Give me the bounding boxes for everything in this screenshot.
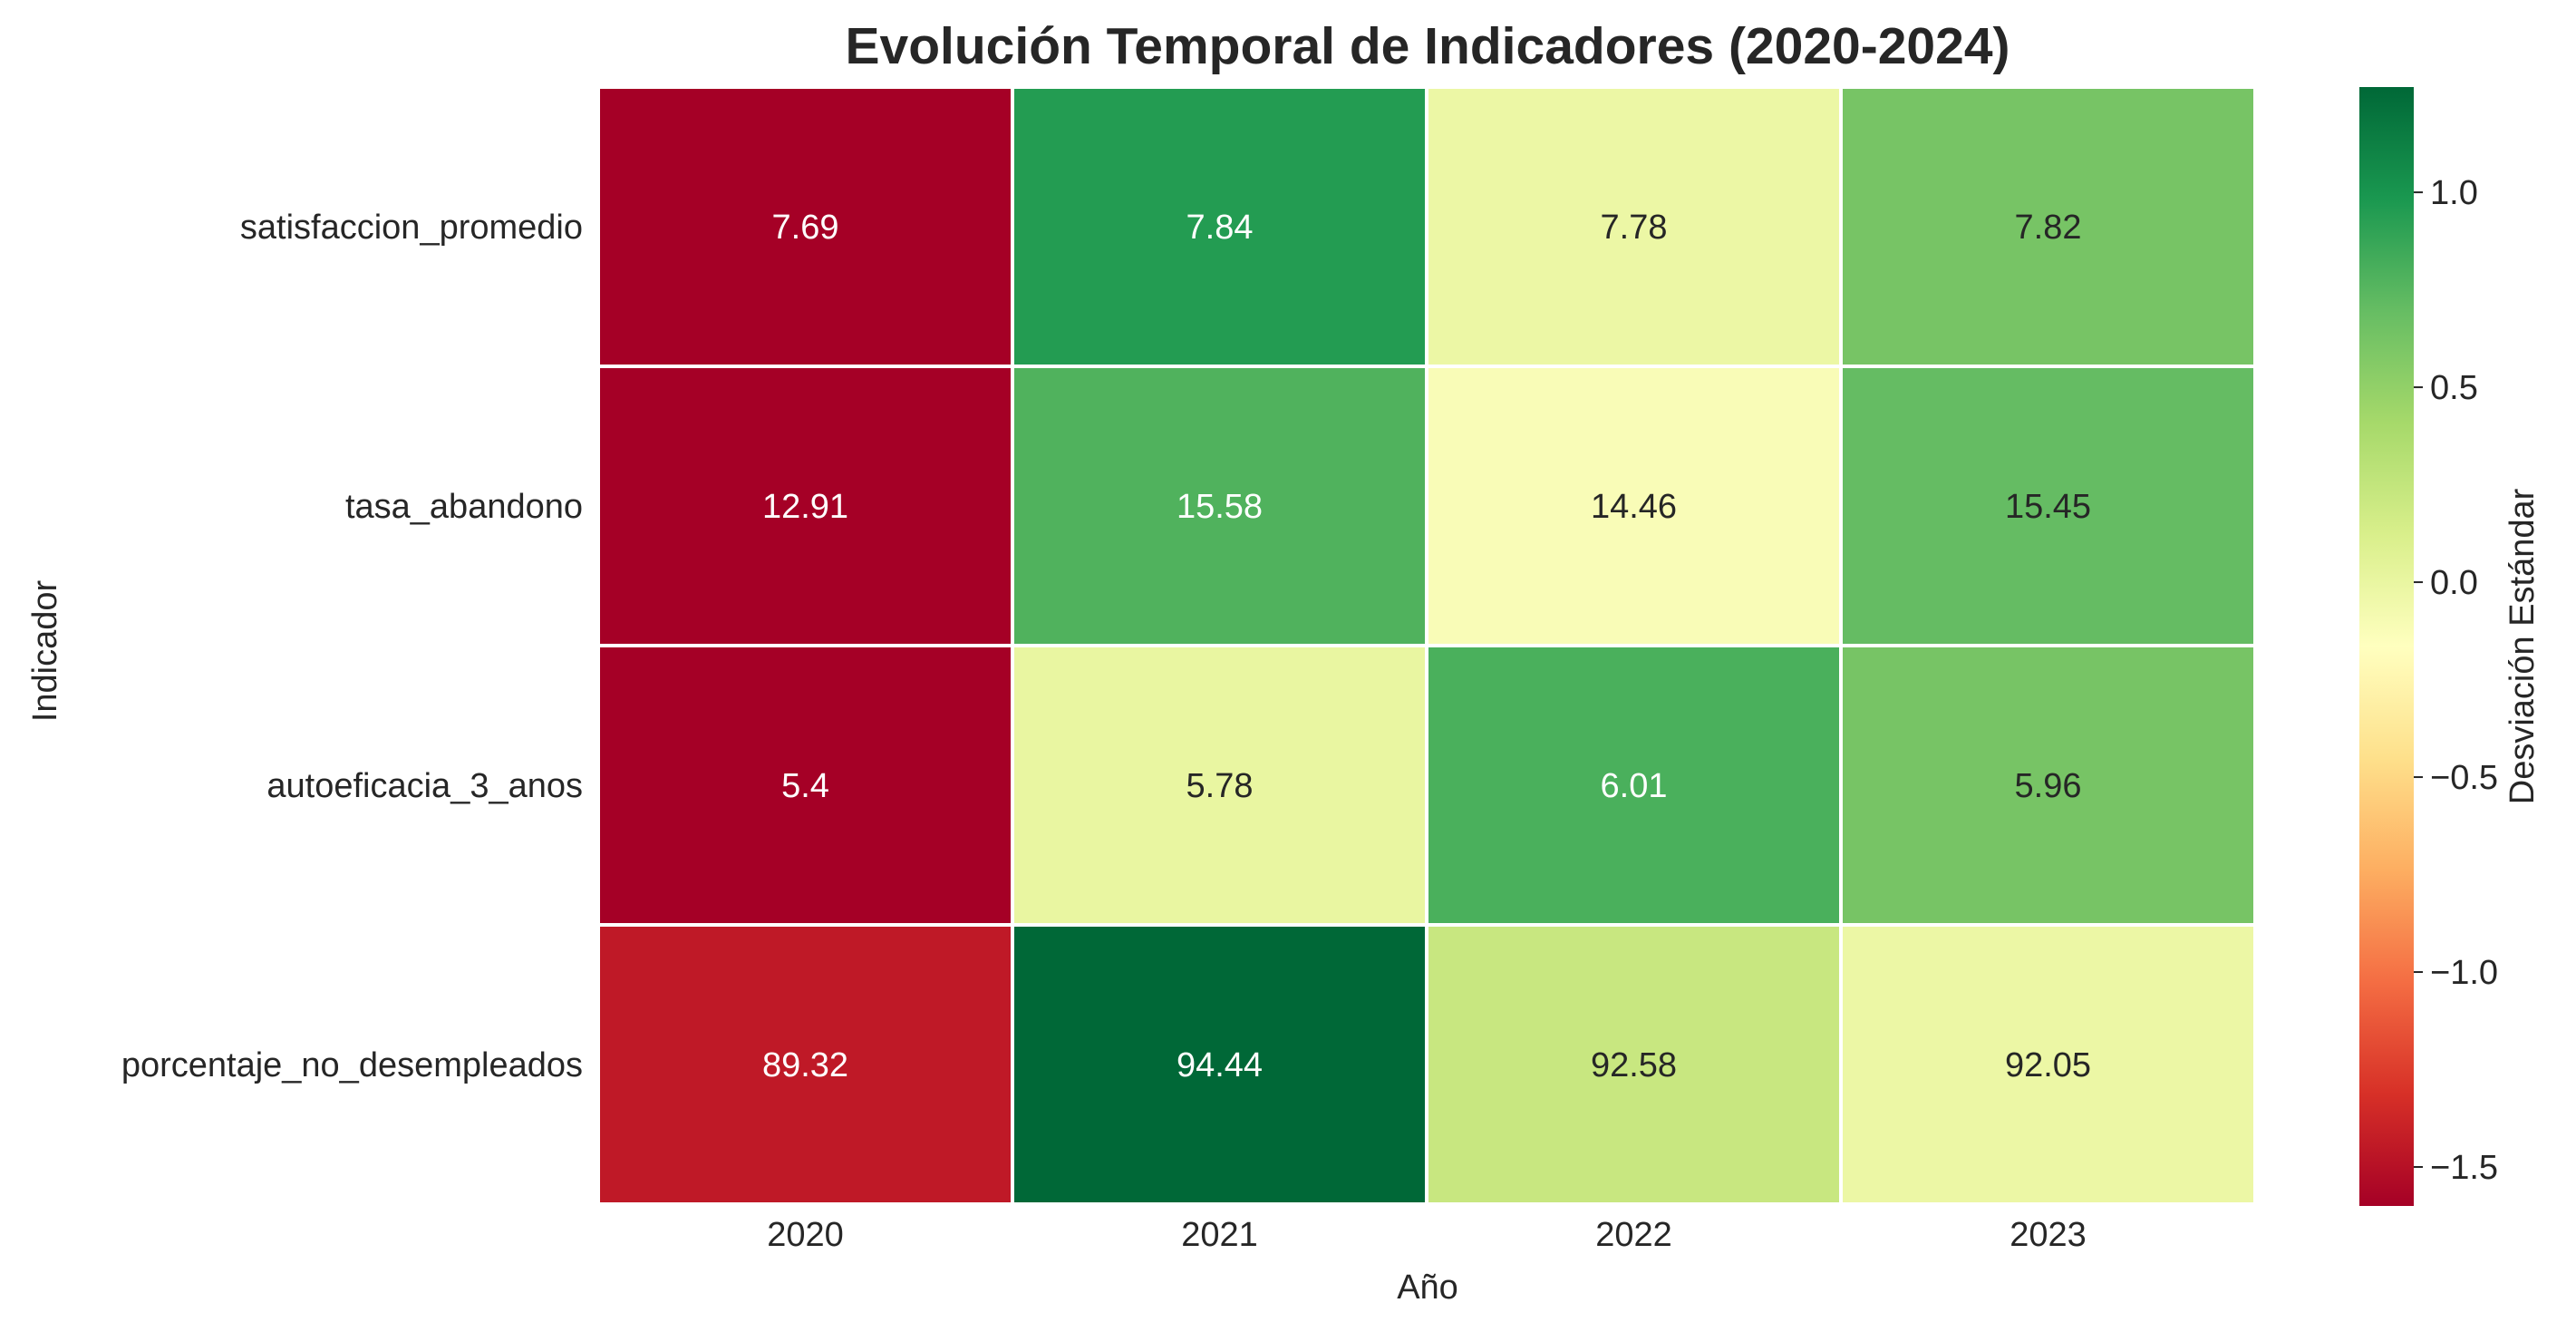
colorbar-ticks: −1.5 −1.0 −0.5 0.0 0.5 1.0 — [2414, 174, 2498, 1187]
cell-annotation: 92.58 — [1591, 1046, 1677, 1084]
colorbar-tick-label: 1.0 — [2430, 174, 2478, 212]
cell-annotation: 7.84 — [1186, 209, 1254, 247]
cell-annotation: 7.69 — [772, 209, 839, 247]
heatmap-cell — [1011, 923, 1428, 1206]
colorbar-tick-label: −1.5 — [2430, 1149, 2498, 1187]
cell-annotation: 5.96 — [2015, 767, 2082, 805]
y-axis-label: Indicador — [26, 579, 64, 722]
heatmap-cell — [1011, 365, 1428, 647]
heatmap-cell — [1839, 85, 2257, 368]
heatmap-cell — [1011, 644, 1428, 927]
x-tick-labels: 2020 2021 2022 2023 — [767, 1216, 2087, 1254]
cell-annotation: 89.32 — [762, 1046, 848, 1084]
colorbar-tick-label: 0.5 — [2430, 369, 2478, 407]
y-tick-label: satisfaccion_promedio — [240, 209, 583, 247]
heatmap-cells: 7.69 7.84 7.78 7.82 12.91 15.58 14.46 15.45 5.4 5… — [596, 85, 2257, 1206]
heatmap-cell — [596, 85, 1014, 368]
cell-annotation: 15.45 — [2005, 488, 2091, 526]
heatmap-cell — [1425, 923, 1843, 1206]
cell-annotation: 92.05 — [2005, 1046, 2091, 1084]
cell-annotation: 5.4 — [781, 767, 829, 805]
heatmap-cell — [596, 923, 1014, 1206]
x-tick-label: 2021 — [1181, 1216, 1258, 1254]
y-tick-label: tasa_abandono — [345, 488, 583, 526]
colorbar-label: Desviación Estándar — [2503, 488, 2542, 804]
x-tick-label: 2020 — [767, 1216, 844, 1254]
chart-title: Evolución Temporal de Indicadores (2020-… — [845, 17, 2009, 75]
colorbar-tick-label: 0.0 — [2430, 564, 2478, 602]
heatmap-cell — [1011, 85, 1428, 368]
cell-annotation: 7.78 — [1601, 209, 1668, 247]
colorbar-tick-label: −1.0 — [2430, 954, 2498, 992]
cell-annotation: 14.46 — [1591, 488, 1677, 526]
x-tick-label: 2023 — [2009, 1216, 2087, 1254]
heatmap-cell — [1839, 923, 2257, 1206]
heatmap-cell — [596, 365, 1014, 647]
x-axis-label: Año — [1397, 1269, 1458, 1307]
cell-annotation: 94.44 — [1177, 1046, 1263, 1084]
y-tick-labels: satisfaccion_promedio tasa_abandonoautoef… — [121, 209, 583, 1084]
cell-annotation: 6.01 — [1601, 767, 1668, 805]
cell-annotation: 12.91 — [762, 488, 848, 526]
colorbar: −1.5 −1.0 −0.5 0.0 0.5 1.0 Desviación Estánda… — [2359, 87, 2542, 1206]
x-tick-label: 2022 — [1595, 1216, 1672, 1254]
heatmap-cell — [1425, 85, 1843, 368]
heatmap-cell — [1839, 644, 2257, 927]
y-tick-label: porcentaje_no_desempleados — [121, 1046, 583, 1084]
cell-annotation: 15.58 — [1177, 488, 1263, 526]
cell-annotation: 5.78 — [1186, 767, 1254, 805]
cell-annotation: 7.82 — [2015, 209, 2082, 247]
colorbar-gradient — [2359, 87, 2414, 1206]
colorbar-tick-label: −0.5 — [2430, 759, 2498, 797]
y-tick-label: autoeficacia_3_anos — [266, 767, 583, 805]
heatmap-cell — [1839, 365, 2257, 647]
